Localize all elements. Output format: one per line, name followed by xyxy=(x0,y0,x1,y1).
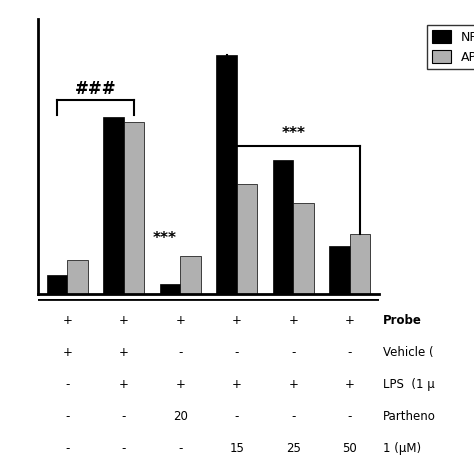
Text: -: - xyxy=(235,346,239,359)
Text: +: + xyxy=(119,378,129,391)
Text: +: + xyxy=(63,346,73,359)
Bar xyxy=(293,203,314,294)
Text: +: + xyxy=(232,378,242,391)
Text: -: - xyxy=(347,346,352,359)
Bar xyxy=(124,122,145,294)
Text: +: + xyxy=(175,314,185,328)
Bar xyxy=(237,184,257,294)
Text: +: + xyxy=(345,314,355,328)
Bar xyxy=(180,255,201,294)
Text: Vehicle (: Vehicle ( xyxy=(383,346,433,359)
Text: ***: *** xyxy=(281,126,305,141)
Text: +: + xyxy=(232,314,242,328)
Text: 1 (μM): 1 (μM) xyxy=(383,442,421,455)
Text: +: + xyxy=(175,378,185,391)
Bar xyxy=(216,55,237,294)
Bar xyxy=(67,260,88,294)
Bar xyxy=(103,117,124,294)
Text: -: - xyxy=(291,410,295,423)
Text: 25: 25 xyxy=(286,442,301,455)
Bar xyxy=(160,284,180,294)
Text: LPS  (1 μ: LPS (1 μ xyxy=(383,378,434,391)
Text: +: + xyxy=(288,314,298,328)
Text: +: + xyxy=(288,378,298,391)
Text: ###: ### xyxy=(75,80,117,98)
Text: +: + xyxy=(119,314,129,328)
Text: +: + xyxy=(63,314,73,328)
Text: -: - xyxy=(178,346,182,359)
Text: +: + xyxy=(345,378,355,391)
Text: 15: 15 xyxy=(229,442,244,455)
Text: -: - xyxy=(291,346,295,359)
Text: Partheno: Partheno xyxy=(383,410,436,423)
Text: 20: 20 xyxy=(173,410,188,423)
Text: -: - xyxy=(347,410,352,423)
Text: ***: *** xyxy=(153,231,177,246)
Bar xyxy=(273,160,293,294)
Text: -: - xyxy=(65,378,70,391)
Bar xyxy=(47,275,67,294)
Text: -: - xyxy=(122,410,126,423)
Text: +: + xyxy=(119,346,129,359)
Text: -: - xyxy=(65,442,70,455)
Text: -: - xyxy=(65,410,70,423)
Bar xyxy=(350,234,370,294)
Text: -: - xyxy=(178,442,182,455)
Text: -: - xyxy=(235,410,239,423)
Bar xyxy=(329,246,350,294)
Text: 50: 50 xyxy=(342,442,357,455)
Legend: NF-κB, AP-1: NF-κB, AP-1 xyxy=(427,25,474,69)
Text: -: - xyxy=(122,442,126,455)
Text: Probe: Probe xyxy=(383,314,421,328)
